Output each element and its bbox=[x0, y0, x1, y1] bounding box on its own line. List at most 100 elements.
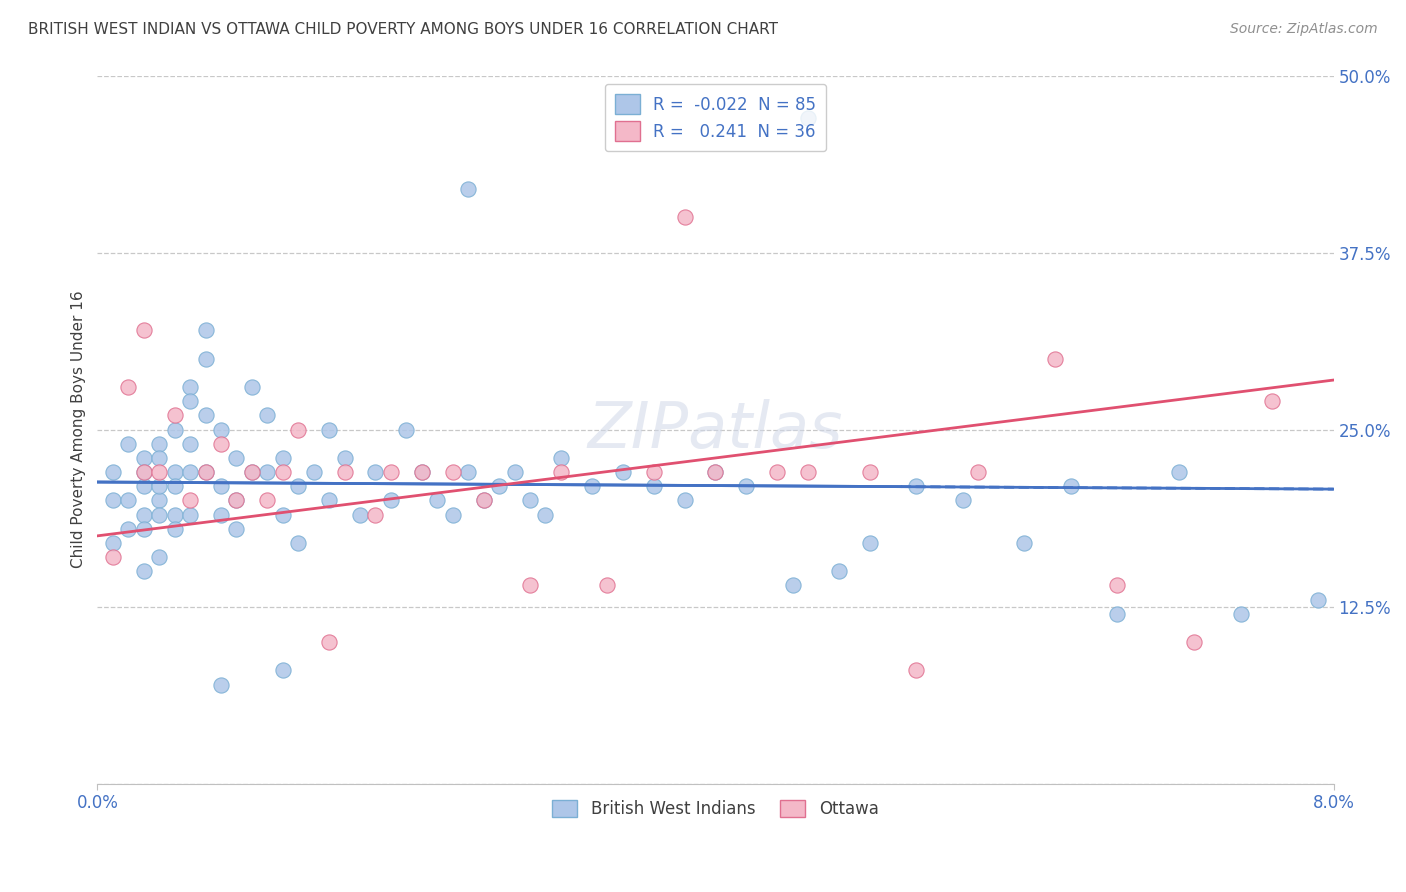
Point bbox=[457, 465, 479, 479]
Point bbox=[179, 380, 201, 394]
Point bbox=[1045, 351, 1067, 366]
Point bbox=[612, 465, 634, 479]
Point bbox=[194, 465, 217, 479]
Text: BRITISH WEST INDIAN VS OTTAWA CHILD POVERTY AMONG BOYS UNDER 16 CORRELATION CHAR: BRITISH WEST INDIAN VS OTTAWA CHILD POVE… bbox=[28, 22, 778, 37]
Point bbox=[766, 465, 789, 479]
Point bbox=[132, 465, 155, 479]
Point bbox=[163, 465, 186, 479]
Point bbox=[194, 409, 217, 423]
Point bbox=[859, 536, 882, 550]
Point bbox=[101, 465, 124, 479]
Point bbox=[302, 465, 325, 479]
Point bbox=[209, 479, 232, 493]
Point bbox=[240, 380, 263, 394]
Point bbox=[411, 465, 433, 479]
Point bbox=[472, 493, 495, 508]
Point bbox=[411, 465, 433, 479]
Point bbox=[828, 564, 851, 578]
Point bbox=[256, 409, 278, 423]
Point bbox=[704, 465, 727, 479]
Point bbox=[287, 536, 309, 550]
Point bbox=[225, 493, 247, 508]
Point bbox=[643, 465, 665, 479]
Point bbox=[148, 550, 170, 565]
Text: ZIPatlas: ZIPatlas bbox=[588, 399, 844, 460]
Point bbox=[209, 423, 232, 437]
Point bbox=[550, 465, 572, 479]
Point bbox=[179, 493, 201, 508]
Point bbox=[318, 635, 340, 649]
Point bbox=[240, 465, 263, 479]
Point bbox=[782, 578, 804, 592]
Point bbox=[179, 437, 201, 451]
Point bbox=[797, 465, 820, 479]
Point bbox=[179, 508, 201, 522]
Point bbox=[163, 508, 186, 522]
Point bbox=[117, 493, 139, 508]
Point bbox=[132, 479, 155, 493]
Point bbox=[426, 493, 449, 508]
Point bbox=[797, 111, 820, 125]
Point bbox=[225, 493, 247, 508]
Point bbox=[952, 493, 974, 508]
Point bbox=[905, 479, 928, 493]
Point bbox=[179, 394, 201, 409]
Point bbox=[1060, 479, 1083, 493]
Point bbox=[1184, 635, 1206, 649]
Point bbox=[519, 578, 541, 592]
Point bbox=[209, 508, 232, 522]
Point bbox=[519, 493, 541, 508]
Point bbox=[225, 450, 247, 465]
Point bbox=[1107, 578, 1129, 592]
Point bbox=[673, 210, 696, 224]
Point bbox=[117, 437, 139, 451]
Point bbox=[225, 522, 247, 536]
Point bbox=[132, 508, 155, 522]
Point bbox=[101, 493, 124, 508]
Point bbox=[101, 536, 124, 550]
Point bbox=[179, 465, 201, 479]
Point bbox=[441, 508, 464, 522]
Point bbox=[333, 465, 356, 479]
Point bbox=[148, 508, 170, 522]
Point bbox=[318, 423, 340, 437]
Point bbox=[271, 450, 294, 465]
Point bbox=[163, 522, 186, 536]
Point bbox=[364, 465, 387, 479]
Point bbox=[132, 522, 155, 536]
Point bbox=[194, 323, 217, 337]
Point bbox=[287, 423, 309, 437]
Point bbox=[240, 465, 263, 479]
Point bbox=[132, 450, 155, 465]
Point bbox=[380, 465, 402, 479]
Point bbox=[271, 465, 294, 479]
Point bbox=[148, 437, 170, 451]
Point bbox=[117, 522, 139, 536]
Point bbox=[148, 465, 170, 479]
Point bbox=[1260, 394, 1282, 409]
Point bbox=[581, 479, 603, 493]
Point bbox=[503, 465, 526, 479]
Point bbox=[643, 479, 665, 493]
Point bbox=[1168, 465, 1191, 479]
Point bbox=[596, 578, 619, 592]
Point bbox=[349, 508, 371, 522]
Point bbox=[472, 493, 495, 508]
Point bbox=[163, 423, 186, 437]
Point bbox=[457, 182, 479, 196]
Legend: British West Indians, Ottawa: British West Indians, Ottawa bbox=[546, 794, 886, 825]
Point bbox=[364, 508, 387, 522]
Point bbox=[318, 493, 340, 508]
Point bbox=[1107, 607, 1129, 621]
Point bbox=[1014, 536, 1036, 550]
Point bbox=[333, 450, 356, 465]
Point bbox=[905, 664, 928, 678]
Point bbox=[163, 479, 186, 493]
Point bbox=[1306, 592, 1329, 607]
Point bbox=[148, 493, 170, 508]
Point bbox=[550, 450, 572, 465]
Point bbox=[132, 564, 155, 578]
Point bbox=[132, 323, 155, 337]
Point bbox=[859, 465, 882, 479]
Point bbox=[380, 493, 402, 508]
